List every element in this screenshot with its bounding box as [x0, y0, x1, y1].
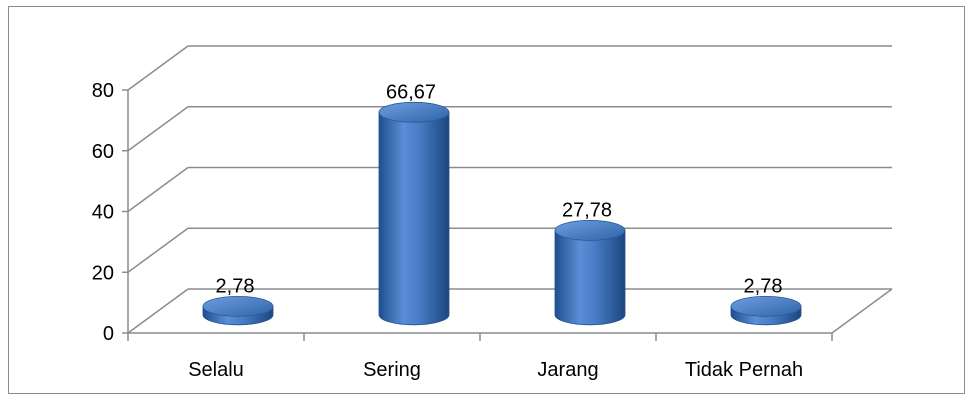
category-label: Selalu — [188, 359, 244, 381]
y-tick-label: 60 — [92, 141, 114, 163]
bar — [378, 101, 450, 326]
axis-layer: 0 20 40 60 80 — [92, 80, 893, 345]
data-label: 2,78 — [744, 275, 783, 297]
label-layer: Selalu Sering Jarang Tidak Pernah 2,78 66,67 2… — [188, 81, 803, 381]
gridline-side — [127, 166, 189, 213]
category-label: Sering — [363, 359, 421, 381]
bar — [730, 295, 802, 326]
chart-frame — [8, 6, 965, 394]
bar — [554, 220, 626, 326]
gridline-side — [127, 45, 189, 91]
y-tick-label: 20 — [92, 262, 114, 284]
gridline-side — [127, 288, 189, 334]
floor-edge-right — [831, 288, 893, 334]
y-tick-label: 80 — [92, 80, 114, 102]
grid-layer — [127, 45, 892, 334]
y-tick-label: 40 — [92, 202, 114, 224]
data-label: 27,78 — [562, 199, 612, 221]
bar-layer — [202, 101, 802, 326]
category-label: Jarang — [537, 359, 598, 381]
data-label: 2,78 — [216, 275, 255, 297]
y-tick-label: 0 — [103, 323, 114, 345]
bar — [202, 295, 274, 326]
gridline-side — [127, 227, 189, 273]
data-label: 66,67 — [386, 81, 436, 103]
category-label: Tidak Pernah — [685, 359, 803, 381]
gridline-side — [127, 106, 189, 152]
